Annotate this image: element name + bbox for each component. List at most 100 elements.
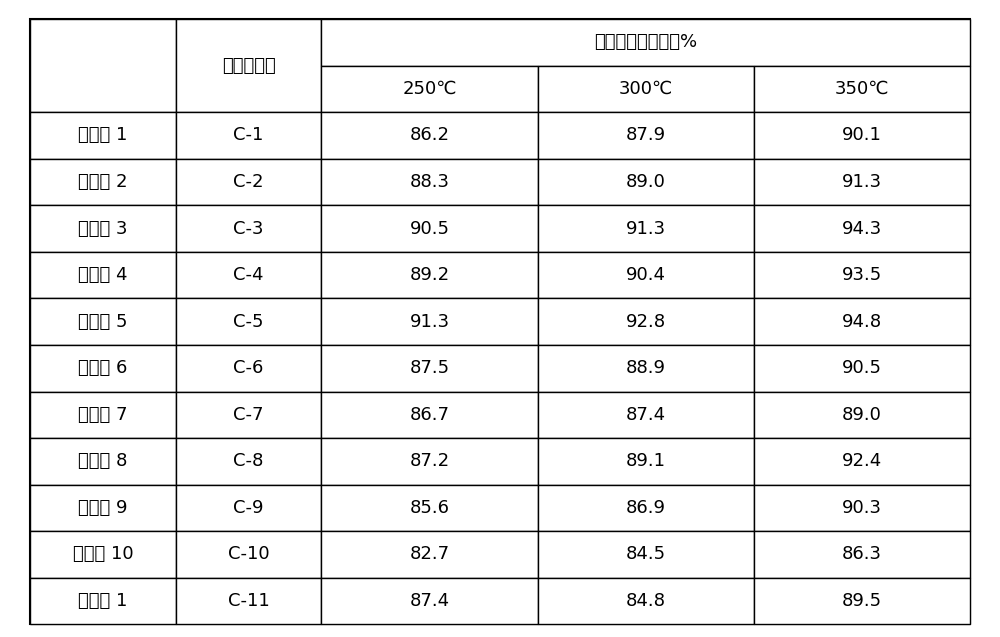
Bar: [538, 298, 754, 345]
Bar: [321, 578, 538, 624]
Bar: [754, 531, 970, 578]
Text: 对比例 1: 对比例 1: [78, 592, 128, 610]
Text: 93.5: 93.5: [842, 266, 882, 284]
Text: 92.8: 92.8: [626, 313, 666, 331]
Bar: [176, 345, 321, 392]
Bar: [176, 298, 321, 345]
Text: 90.5: 90.5: [410, 220, 450, 238]
Bar: [321, 485, 538, 531]
Bar: [30, 392, 176, 438]
Bar: [321, 252, 538, 298]
Bar: [754, 159, 970, 205]
Bar: [176, 392, 321, 438]
Bar: [176, 159, 321, 205]
Text: 实施例 10: 实施例 10: [73, 545, 133, 564]
Bar: [176, 578, 321, 624]
Bar: [538, 578, 754, 624]
Text: 87.9: 87.9: [626, 127, 666, 145]
Bar: [30, 578, 176, 624]
Text: 89.1: 89.1: [626, 452, 666, 470]
Bar: [321, 159, 538, 205]
Bar: [321, 531, 538, 578]
Bar: [321, 66, 538, 112]
Text: 300℃: 300℃: [619, 80, 673, 98]
Text: 89.0: 89.0: [626, 173, 666, 191]
Bar: [30, 485, 176, 531]
Text: 实施例 5: 实施例 5: [78, 313, 128, 331]
Bar: [30, 159, 176, 205]
Bar: [538, 531, 754, 578]
Bar: [176, 19, 321, 112]
Text: 89.2: 89.2: [409, 266, 450, 284]
Text: 91.3: 91.3: [409, 313, 450, 331]
Bar: [321, 205, 538, 252]
Text: 实施例 7: 实施例 7: [78, 406, 128, 424]
Text: 86.3: 86.3: [842, 545, 882, 564]
Bar: [321, 112, 538, 159]
Bar: [321, 298, 538, 345]
Bar: [176, 205, 321, 252]
Text: 82.7: 82.7: [409, 545, 450, 564]
Bar: [30, 205, 176, 252]
Bar: [176, 531, 321, 578]
Bar: [754, 298, 970, 345]
Text: C-8: C-8: [233, 452, 264, 470]
Text: 350℃: 350℃: [835, 80, 889, 98]
Bar: [754, 205, 970, 252]
Text: C-4: C-4: [233, 266, 264, 284]
Bar: [538, 392, 754, 438]
Bar: [30, 298, 176, 345]
Bar: [754, 112, 970, 159]
Text: 91.3: 91.3: [842, 173, 882, 191]
Text: 90.3: 90.3: [842, 499, 882, 517]
Bar: [538, 485, 754, 531]
Bar: [30, 19, 176, 112]
Bar: [176, 438, 321, 485]
Text: C-11: C-11: [228, 592, 269, 610]
Text: 90.5: 90.5: [842, 359, 882, 377]
Text: 实施例 8: 实施例 8: [78, 452, 128, 470]
Bar: [754, 392, 970, 438]
Text: 催化剂加压活性，%: 催化剂加压活性，%: [594, 33, 697, 52]
Text: 84.8: 84.8: [626, 592, 666, 610]
Text: 87.2: 87.2: [409, 452, 450, 470]
Text: 90.4: 90.4: [626, 266, 666, 284]
Text: 实施例 9: 实施例 9: [78, 499, 128, 517]
Text: C-5: C-5: [233, 313, 264, 331]
Bar: [30, 438, 176, 485]
Bar: [754, 485, 970, 531]
Bar: [754, 438, 970, 485]
Bar: [754, 66, 970, 112]
Text: 87.4: 87.4: [626, 406, 666, 424]
Text: 实施例 4: 实施例 4: [78, 266, 128, 284]
Text: 催化剂编号: 催化剂编号: [222, 57, 275, 75]
Text: 87.4: 87.4: [409, 592, 450, 610]
Bar: [538, 205, 754, 252]
Bar: [30, 531, 176, 578]
Text: 250℃: 250℃: [402, 80, 457, 98]
Bar: [321, 392, 538, 438]
Text: 90.1: 90.1: [842, 127, 882, 145]
Bar: [538, 252, 754, 298]
Text: C-7: C-7: [233, 406, 264, 424]
Bar: [321, 345, 538, 392]
Text: 实施例 1: 实施例 1: [78, 127, 128, 145]
Bar: [176, 485, 321, 531]
Text: 94.8: 94.8: [842, 313, 882, 331]
Text: C-1: C-1: [233, 127, 264, 145]
Bar: [30, 252, 176, 298]
Bar: [30, 345, 176, 392]
Bar: [754, 252, 970, 298]
Bar: [538, 112, 754, 159]
Text: 87.5: 87.5: [409, 359, 450, 377]
Text: 89.5: 89.5: [842, 592, 882, 610]
Bar: [754, 345, 970, 392]
Text: C-3: C-3: [233, 220, 264, 238]
Bar: [538, 159, 754, 205]
Bar: [176, 112, 321, 159]
Text: 86.2: 86.2: [410, 127, 450, 145]
Text: 85.6: 85.6: [410, 499, 450, 517]
Text: C-2: C-2: [233, 173, 264, 191]
Bar: [754, 578, 970, 624]
Text: 91.3: 91.3: [626, 220, 666, 238]
